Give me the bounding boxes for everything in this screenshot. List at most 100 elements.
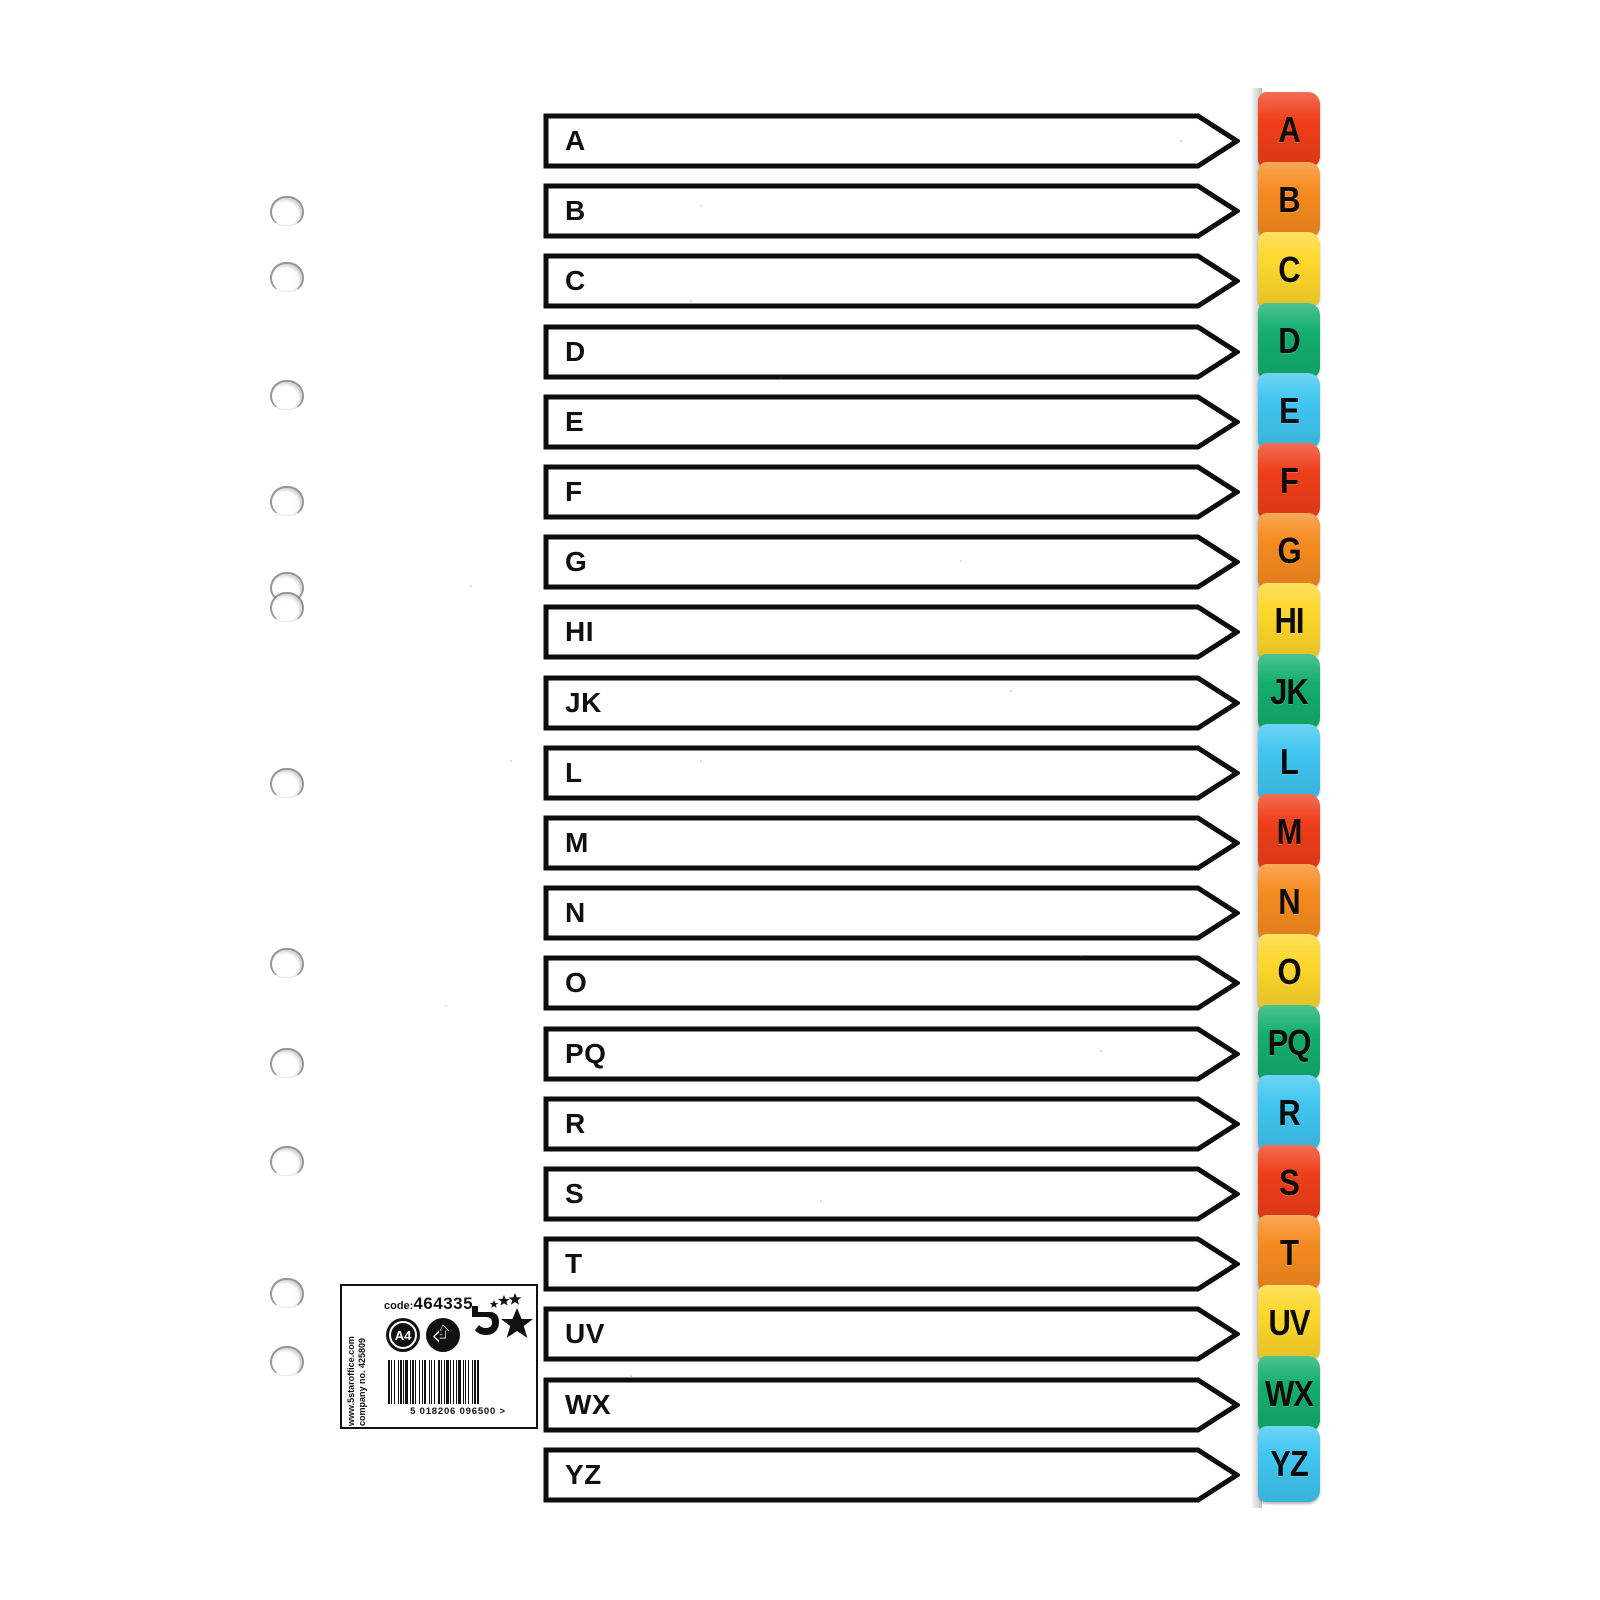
index-tab-label: B (1278, 178, 1300, 221)
index-tab[interactable]: L (1258, 723, 1320, 800)
paper-speck (780, 378, 782, 380)
index-tab[interactable]: D (1258, 302, 1320, 379)
index-tab[interactable]: R (1258, 1074, 1320, 1151)
index-tab[interactable]: F (1258, 443, 1320, 519)
divider-row[interactable]: PQ (543, 1026, 1240, 1082)
index-tab[interactable]: YZ (1258, 1425, 1320, 1502)
paper-speck (1080, 955, 1082, 957)
binder-hole (270, 1278, 304, 1308)
index-tab-column: A B C D E F G HI JK L M N O PQ R S T UV WX YZ (1252, 0, 1324, 1600)
divider-row[interactable]: M (543, 815, 1240, 871)
index-tab-label: F (1280, 459, 1299, 502)
index-tab-label: M (1276, 810, 1303, 853)
index-tab[interactable]: O (1258, 934, 1320, 1011)
divider-row[interactable]: B (543, 183, 1240, 239)
index-tab[interactable]: PQ (1258, 1004, 1320, 1081)
divider-row-label: UV (565, 1318, 605, 1350)
paper-speck (960, 560, 962, 562)
paper-speck (1010, 690, 1012, 692)
index-tab-label: R (1278, 1091, 1300, 1133)
binder-hole (270, 1146, 304, 1176)
paper-speck (820, 1200, 822, 1202)
index-tab[interactable]: B (1258, 162, 1320, 239)
divider-row[interactable]: C (543, 253, 1240, 309)
paper-speck (700, 205, 702, 207)
index-tab-label: WX (1265, 1372, 1314, 1414)
label-vertical-text: www.5staroffice.com company no. 425809 (344, 1292, 374, 1428)
divider-row[interactable]: D (543, 324, 1240, 380)
barcode-digits: 5 018206 096500 > (378, 1406, 538, 1417)
product-code-key: code: (384, 1300, 414, 1312)
index-tab[interactable]: M (1258, 794, 1320, 870)
index-tab-label: L (1280, 740, 1299, 782)
product-label: www.5staroffice.com company no. 425809 c… (340, 1284, 538, 1429)
index-tab-label: T (1280, 1231, 1299, 1274)
binder-hole (270, 768, 304, 798)
binder-hole (270, 196, 304, 226)
brand-logo-5-star (470, 1292, 536, 1340)
divider-row[interactable]: UV (543, 1306, 1240, 1362)
divider-row-label: G (565, 546, 588, 578)
product-code: code:464335 (384, 1294, 473, 1314)
paper-speck (445, 1005, 447, 1007)
index-tab[interactable]: G (1258, 513, 1320, 590)
binder-hole (270, 1048, 304, 1078)
index-tab-label: A (1278, 108, 1300, 151)
divider-row-label: E (565, 405, 585, 437)
divider-row[interactable]: E (543, 394, 1240, 450)
paper-speck (1100, 1050, 1102, 1052)
divider-row[interactable]: R (543, 1096, 1240, 1152)
divider-row[interactable]: T (543, 1236, 1240, 1292)
index-tab-label: N (1278, 880, 1300, 923)
divider-row[interactable]: L (543, 745, 1240, 801)
tab-spine (1252, 88, 1262, 1508)
divider-row-label: HI (565, 616, 594, 648)
divider-row[interactable]: HI (543, 604, 1240, 660)
binder-hole (270, 592, 304, 622)
divider-row-label: O (565, 967, 588, 999)
divider-row[interactable]: A (543, 113, 1240, 169)
divider-row-label: D (565, 335, 586, 367)
index-tab[interactable]: JK (1258, 653, 1320, 730)
index-tab[interactable]: C (1258, 232, 1320, 309)
index-tab-label: PQ (1267, 1021, 1312, 1063)
barcode-image (388, 1360, 534, 1404)
divider-row-label: S (565, 1178, 585, 1209)
divider-row-label: JK (565, 686, 602, 718)
company-number-text: company no. 425809 (357, 1337, 367, 1426)
index-tab[interactable]: T (1258, 1215, 1320, 1292)
a4-size-label: A4 (389, 1321, 417, 1349)
divider-row[interactable]: F (543, 464, 1240, 520)
divider-row[interactable]: YZ (543, 1447, 1240, 1503)
index-tab-label: UV (1268, 1302, 1310, 1344)
divider-row[interactable]: O (543, 955, 1240, 1011)
divider-row[interactable]: S (543, 1166, 1240, 1222)
index-tab[interactable]: HI (1258, 583, 1320, 660)
paper-speck (470, 585, 472, 587)
index-tab-label: HI (1274, 600, 1305, 642)
divider-row[interactable]: G (543, 534, 1240, 590)
binder-hole (270, 486, 304, 516)
index-tab-label: D (1278, 319, 1300, 361)
divider-row-label: M (565, 827, 589, 858)
website-text: www.5staroffice.com (346, 1336, 356, 1426)
index-tab[interactable]: S (1258, 1145, 1320, 1221)
index-tab[interactable]: WX (1258, 1355, 1320, 1432)
divider-row-label: A (565, 125, 586, 156)
divider-row[interactable]: WX (543, 1377, 1240, 1433)
index-tab-label: S (1279, 1161, 1300, 1204)
divider-row-label: B (565, 195, 586, 227)
divider-row[interactable]: N (543, 885, 1240, 941)
divider-row-label: L (565, 756, 583, 788)
divider-rows-column: A B C D E F G HI JK L M N O PQ R S T UV WX YZ (543, 0, 1243, 1600)
binder-hole (270, 1346, 304, 1376)
index-tab[interactable]: UV (1258, 1285, 1320, 1362)
binder-hole (270, 948, 304, 978)
index-tab[interactable]: N (1258, 864, 1320, 941)
index-tab[interactable]: A (1258, 92, 1320, 168)
index-tab[interactable]: E (1258, 372, 1320, 449)
divider-row[interactable]: JK (543, 675, 1240, 731)
divider-row-label: WX (565, 1388, 612, 1420)
recycle-icon (426, 1318, 460, 1352)
